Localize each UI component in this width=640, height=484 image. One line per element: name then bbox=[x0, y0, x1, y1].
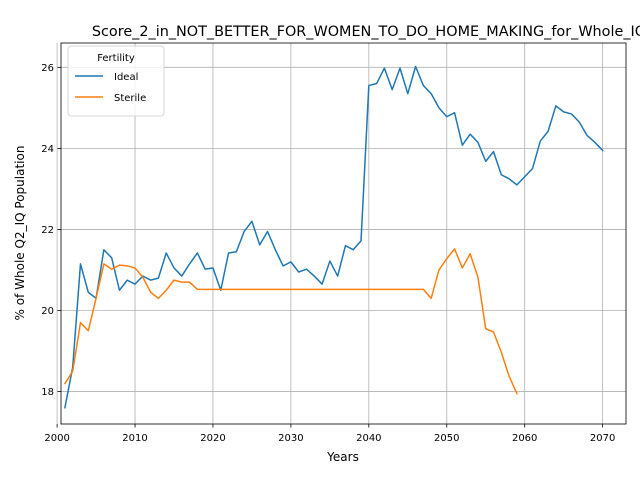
x-tick-label: 2060 bbox=[512, 433, 537, 444]
legend: Fertility Ideal Sterile bbox=[67, 45, 165, 117]
axis-ticks: 2000 2010 2020 2030 2040 2050 2060 2070 18 20 22 24… bbox=[41, 63, 615, 444]
series-lines bbox=[63, 65, 604, 409]
x-tick-label: 2070 bbox=[590, 433, 615, 444]
series-line-ideal bbox=[64, 65, 604, 409]
legend-label-sterile: Sterile bbox=[114, 93, 146, 104]
x-tick-label: 2050 bbox=[434, 433, 459, 444]
y-tick-label: 20 bbox=[41, 306, 54, 317]
x-tick-label: 2010 bbox=[122, 433, 147, 444]
y-tick-label: 26 bbox=[41, 63, 54, 74]
x-tick-label: 2040 bbox=[356, 433, 381, 444]
legend-title: Fertility bbox=[97, 53, 135, 64]
y-tick-label: 22 bbox=[41, 225, 54, 236]
grid bbox=[56, 43, 626, 424]
chart-title: Score_2_in_NOT_BETTER_FOR_WOMEN_TO_DO_HO… bbox=[92, 24, 640, 40]
series-line-sterile bbox=[63, 248, 518, 395]
plot-frame bbox=[60, 42, 627, 425]
x-tick-label: 2030 bbox=[278, 433, 303, 444]
x-axis-label: Years bbox=[326, 450, 359, 464]
x-tick-label: 2000 bbox=[44, 433, 69, 444]
y-tick-label: 24 bbox=[41, 144, 54, 155]
y-tick-label: 18 bbox=[41, 387, 54, 398]
y-axis-label: % of Whole Q2_IQ Population bbox=[13, 146, 27, 321]
legend-label-ideal: Ideal bbox=[114, 72, 138, 83]
legend-box bbox=[67, 45, 165, 117]
x-tick-label: 2020 bbox=[200, 433, 225, 444]
